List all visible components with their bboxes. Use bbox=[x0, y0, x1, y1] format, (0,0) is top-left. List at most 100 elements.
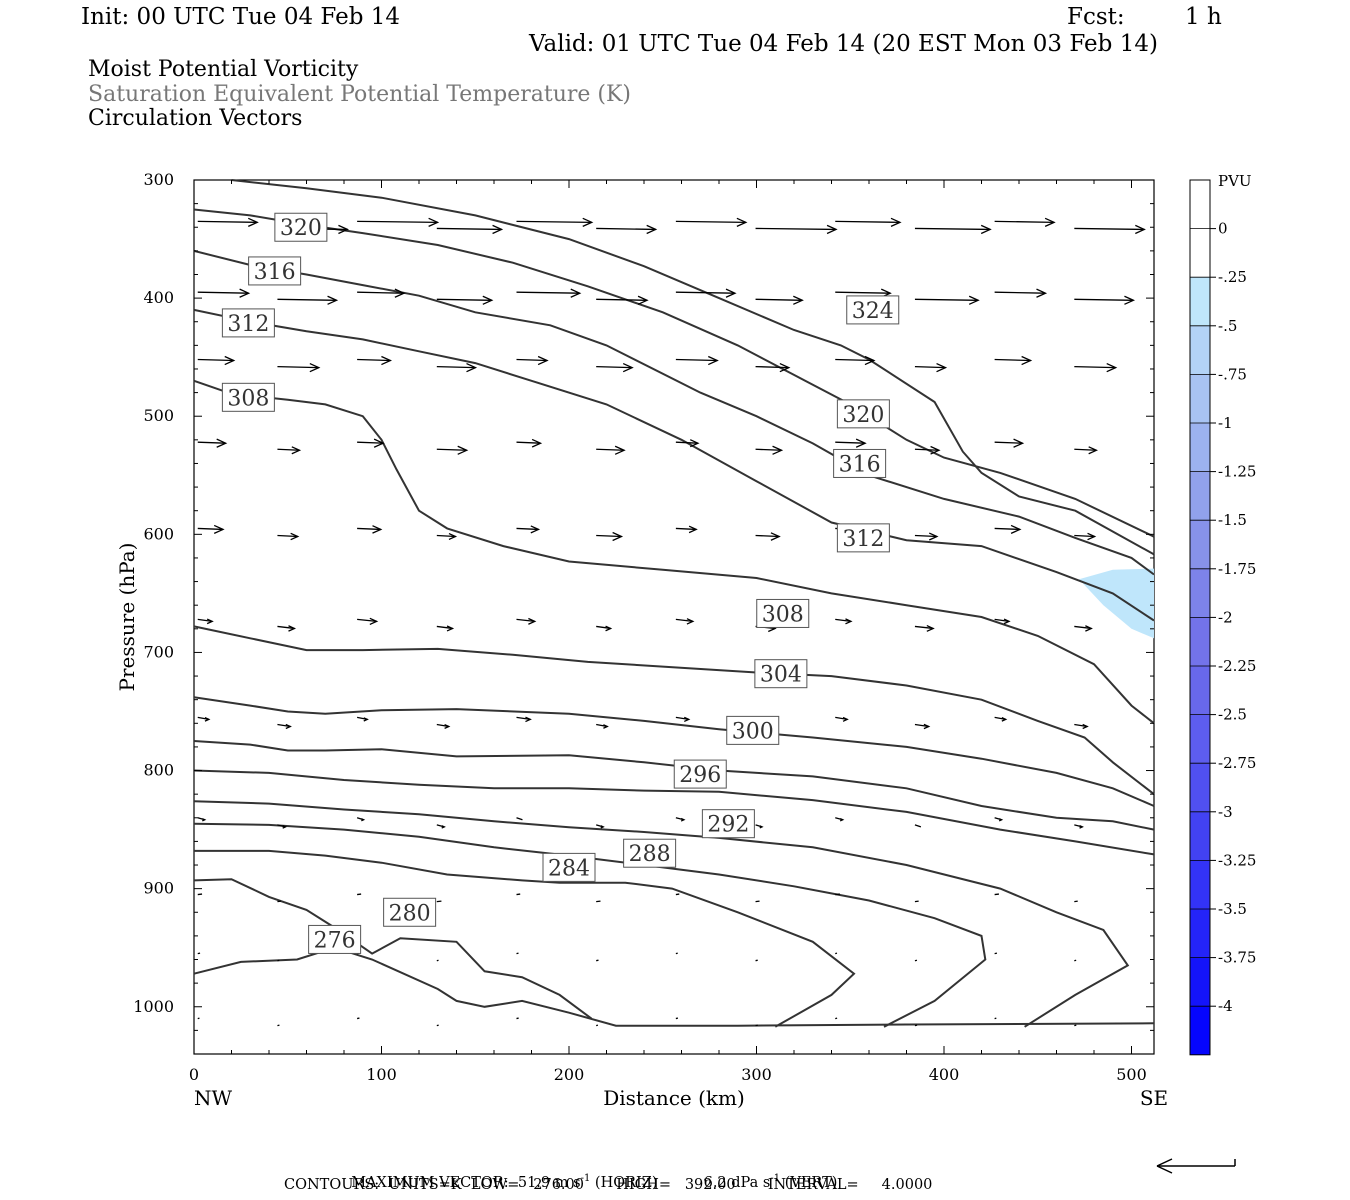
vector-9 bbox=[914, 224, 992, 235]
vector-31 bbox=[755, 362, 791, 373]
vector-121 bbox=[277, 1024, 280, 1027]
field-title-vectors: Circulation Vectors bbox=[88, 106, 303, 131]
colorbar-label-4: -1 bbox=[1218, 414, 1233, 432]
vector-60 bbox=[197, 618, 214, 625]
horiz-exp: -1 bbox=[580, 1172, 591, 1184]
contours-info-line: CONTOURS: UNITS=K LOW= 276.00 HIGH= 392.… bbox=[284, 1177, 933, 1193]
contour-label-312: 312 bbox=[842, 527, 884, 552]
vector-126 bbox=[675, 1017, 679, 1020]
vector-105 bbox=[914, 900, 919, 903]
contour-label-288-box bbox=[623, 838, 677, 868]
colorbar-swatch-2 bbox=[1190, 277, 1210, 326]
vector-34 bbox=[994, 355, 1033, 366]
vector-113 bbox=[596, 959, 599, 962]
vector-5 bbox=[596, 224, 658, 235]
vector-122 bbox=[356, 1017, 360, 1020]
vector-118 bbox=[994, 952, 998, 955]
colorbar-label-13: -3.25 bbox=[1218, 851, 1256, 869]
colorbar-label-2: -.5 bbox=[1218, 317, 1237, 335]
vector-111 bbox=[436, 959, 439, 962]
contour-label-320-upper: 320 bbox=[280, 216, 322, 241]
vector-13 bbox=[277, 295, 339, 305]
contour-288 bbox=[193, 822, 987, 1028]
vector-70 bbox=[994, 618, 1011, 625]
vector-80 bbox=[835, 716, 849, 722]
contour-label-300: 300 bbox=[732, 719, 774, 744]
plot-frame bbox=[193, 179, 1155, 1055]
contour-label-316-upper: 316 bbox=[254, 260, 296, 285]
contour-308 bbox=[193, 625, 1155, 795]
y-tick-label-300: 300 bbox=[143, 170, 174, 189]
y-tick-label-600: 600 bbox=[143, 524, 174, 543]
colorbar-swatch-14 bbox=[1190, 860, 1210, 909]
vector-55 bbox=[755, 532, 781, 541]
vector-114 bbox=[675, 952, 678, 955]
vector-131 bbox=[1074, 1024, 1077, 1027]
vector-108 bbox=[197, 952, 201, 955]
vector-125 bbox=[596, 1024, 599, 1027]
vector-38 bbox=[357, 438, 385, 448]
colorbar-label-15: -3.75 bbox=[1218, 949, 1256, 967]
colorbar-label-6: -1.5 bbox=[1218, 511, 1247, 529]
vector-11 bbox=[1074, 224, 1146, 235]
vector-130 bbox=[994, 1017, 997, 1020]
vector-17 bbox=[596, 295, 649, 305]
y-axis-label: Pressure (hPa) bbox=[115, 543, 139, 692]
vector-92 bbox=[835, 817, 845, 822]
y-tick-label-700: 700 bbox=[143, 642, 174, 661]
x-left-end-label: NW bbox=[194, 1086, 233, 1110]
contour-label-324: 324 bbox=[852, 299, 894, 324]
contour-label-292: 292 bbox=[707, 813, 749, 838]
vector-3 bbox=[436, 224, 504, 235]
y-tick-label-400: 400 bbox=[143, 288, 174, 307]
contour-label-280: 280 bbox=[389, 901, 431, 926]
contour-label-280-box bbox=[383, 897, 437, 927]
vector-89 bbox=[596, 824, 605, 829]
vector-61 bbox=[277, 625, 297, 632]
vector-102 bbox=[675, 893, 680, 896]
vector-7 bbox=[755, 224, 838, 235]
vector-4 bbox=[516, 217, 594, 227]
contour-320 bbox=[193, 249, 1155, 576]
x-tick-label-100: 100 bbox=[366, 1065, 397, 1084]
colorbar-swatch-7 bbox=[1190, 520, 1210, 569]
colorbar-label-3: -.75 bbox=[1218, 365, 1247, 383]
forecast-hour: 1 h bbox=[1185, 4, 1222, 30]
vector-57 bbox=[914, 532, 939, 541]
vector-109 bbox=[277, 959, 280, 962]
horiz-unit: m s bbox=[554, 1174, 581, 1191]
contour-label-320-box bbox=[836, 399, 890, 429]
forecast-label: Fcst: bbox=[1067, 4, 1125, 30]
contour-328 bbox=[231, 179, 1155, 556]
vector-127 bbox=[755, 1024, 759, 1027]
contour-label-308-upper-box bbox=[221, 382, 275, 412]
x-tick-label-0: 0 bbox=[189, 1065, 199, 1084]
colorbar-swatch-17 bbox=[1190, 1006, 1210, 1055]
vector-88 bbox=[516, 817, 523, 821]
vector-2 bbox=[357, 217, 440, 227]
contour-label-300-box bbox=[726, 715, 780, 745]
contour-304 bbox=[193, 696, 1155, 807]
vector-86 bbox=[356, 817, 366, 822]
vector-33 bbox=[914, 362, 948, 373]
vector-91 bbox=[755, 824, 764, 829]
colorbar-label-14: -3.5 bbox=[1218, 900, 1247, 918]
vector-0 bbox=[197, 217, 259, 227]
vector-76 bbox=[516, 716, 532, 723]
vector-72 bbox=[197, 716, 211, 722]
vector-104 bbox=[835, 893, 840, 896]
contour-label-312-upper: 312 bbox=[227, 312, 269, 337]
x-tick-label-300: 300 bbox=[741, 1065, 772, 1084]
vector-77 bbox=[596, 723, 609, 729]
colorbar-swatch-15 bbox=[1190, 909, 1210, 958]
reference-vector bbox=[1156, 1158, 1236, 1174]
vector-50 bbox=[357, 525, 383, 534]
contour-label-316-box bbox=[833, 448, 887, 478]
y-tick-label-900: 900 bbox=[143, 879, 174, 898]
colorbar-swatch-12 bbox=[1190, 763, 1210, 812]
vector-54 bbox=[675, 525, 698, 534]
contour-label-312-box bbox=[836, 523, 890, 553]
vector-62 bbox=[357, 617, 379, 626]
contour-label-316-upper-box bbox=[248, 256, 302, 286]
